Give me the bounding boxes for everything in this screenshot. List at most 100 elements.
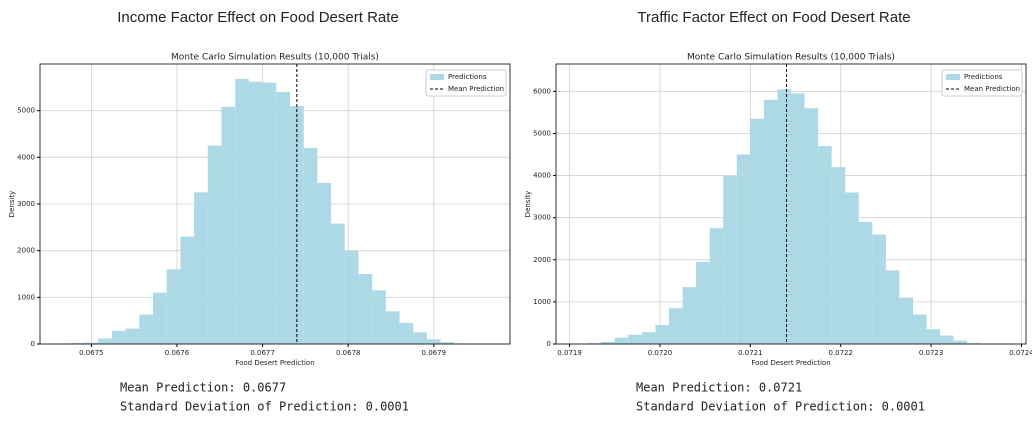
histogram-bar [207, 145, 222, 344]
histogram-bar [601, 341, 615, 344]
histogram-bar [413, 332, 427, 344]
legend-swatch [430, 74, 444, 80]
histogram-bar [70, 343, 85, 344]
legend-swatch [946, 74, 960, 80]
histogram-bar [235, 78, 249, 344]
y-tick-label: 1000 [17, 293, 35, 301]
y-tick-label: 2000 [17, 247, 35, 255]
histogram-bar [818, 146, 832, 344]
histogram-bar [750, 118, 764, 344]
histogram-bar [736, 154, 751, 344]
y-tick-label: 1000 [533, 298, 551, 306]
x-tick-label: 0.0721 [738, 349, 763, 357]
x-tick-label: 0.0675 [79, 349, 104, 357]
histogram-bar [858, 221, 873, 344]
histogram-bar [709, 228, 724, 344]
histogram-bar [344, 250, 359, 344]
chart-subtitle: Monte Carlo Simulation Results (10,000 T… [171, 53, 379, 63]
chart-panel: Income Factor Effect on Food Desert Rate… [8, 9, 511, 414]
annotation: Mean Prediction: 0.0721 [636, 381, 802, 395]
y-tick-label: 0 [31, 340, 35, 348]
histogram-bar [696, 261, 710, 344]
chart-title: Income Factor Effect on Food Desert Rate [117, 9, 399, 26]
histogram-bar [845, 192, 859, 344]
histogram-bar [777, 89, 791, 345]
histogram-bar [682, 287, 697, 344]
y-tick-label: 4000 [17, 153, 35, 161]
y-tick-label: 5000 [533, 129, 551, 137]
legend-box [941, 69, 1023, 97]
histogram-bar [426, 339, 441, 344]
x-tick-label: 0.0719 [557, 349, 582, 357]
y-axis-label: Density [8, 191, 16, 218]
histogram-bar [358, 274, 373, 344]
y-tick-label: 6000 [533, 87, 551, 95]
legend-label: Predictions [448, 73, 487, 81]
histogram-bar [655, 325, 669, 344]
histogram-bar [248, 81, 263, 344]
plot-frame [555, 63, 1027, 345]
histogram-bar [194, 192, 208, 344]
x-tick-label: 0.0724 [1009, 349, 1032, 357]
histogram-bar [153, 292, 167, 344]
histogram-bar [668, 308, 683, 344]
y-tick-label: 0 [547, 340, 551, 348]
histogram-bar [331, 223, 345, 344]
chart-title: Traffic Factor Effect on Food Desert Rat… [637, 9, 910, 26]
y-tick-label: 5000 [17, 107, 35, 115]
y-tick-label: 3000 [533, 214, 551, 222]
histogram-bar [899, 297, 914, 344]
x-tick-label: 0.0677 [250, 349, 275, 357]
chart-panel: Traffic Factor Effect on Food Desert Rat… [524, 9, 1032, 414]
histogram-bar [587, 343, 602, 344]
histogram-bar [641, 332, 656, 344]
legend-label: Mean Prediction [448, 85, 504, 93]
histogram-bar [98, 338, 112, 344]
x-tick-label: 0.0723 [919, 349, 944, 357]
histogram-bar [940, 335, 954, 344]
x-tick-label: 0.0676 [165, 349, 190, 357]
y-tick-label: 2000 [533, 256, 551, 264]
annotation: Mean Prediction: 0.0677 [120, 381, 286, 395]
chart-subtitle: Monte Carlo Simulation Results (10,000 T… [687, 53, 895, 63]
legend-label: Predictions [964, 73, 1003, 81]
histogram-bar [276, 92, 290, 344]
histogram-bar [926, 329, 941, 344]
histogram-bar [804, 108, 819, 344]
histogram-bar [614, 337, 629, 344]
y-tick-label: 3000 [17, 200, 35, 208]
histogram-bar [967, 343, 981, 344]
x-tick-label: 0.0720 [648, 349, 673, 357]
histogram-bar [872, 234, 886, 344]
histogram-bar [139, 314, 154, 344]
histogram-bar [763, 99, 778, 344]
legend: Predictions Mean Prediction [425, 69, 507, 97]
histogram-bar [440, 342, 455, 344]
histogram-bar [831, 167, 846, 344]
plot-frame [39, 63, 511, 345]
histogram-bar [221, 106, 236, 344]
histogram-bar [723, 175, 737, 344]
histogram-bar [953, 340, 968, 344]
x-axis-label: Food Desert Prediction [235, 359, 314, 367]
x-tick-label: 0.0678 [336, 349, 361, 357]
histogram-bar [913, 314, 927, 344]
histogram-bar [791, 93, 805, 344]
histogram-bar [125, 328, 140, 344]
histogram-bar [111, 330, 126, 344]
y-axis-label: Density [524, 191, 532, 218]
histogram-bar [385, 311, 400, 344]
annotation: Standard Deviation of Prediction: 0.0001 [120, 400, 409, 414]
x-tick-label: 0.0722 [828, 349, 853, 357]
annotation: Standard Deviation of Prediction: 0.0001 [636, 400, 925, 414]
histogram-bar [372, 290, 386, 344]
legend-label: Mean Prediction [964, 85, 1020, 93]
histogram-bar [317, 183, 332, 344]
x-axis-label: Food Desert Prediction [751, 359, 830, 367]
histogram-bar [303, 148, 318, 344]
histogram-bar [180, 236, 195, 344]
legend: Predictions Mean Prediction [941, 69, 1023, 97]
histogram-bar [399, 323, 414, 344]
